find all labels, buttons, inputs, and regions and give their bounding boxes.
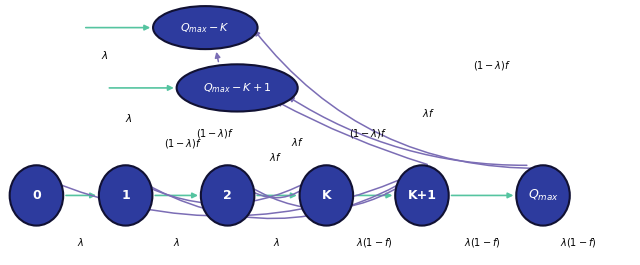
Ellipse shape bbox=[516, 165, 570, 226]
Text: $Q_{max}$: $Q_{max}$ bbox=[527, 188, 559, 203]
Ellipse shape bbox=[10, 165, 63, 226]
Ellipse shape bbox=[201, 165, 254, 226]
Ellipse shape bbox=[99, 165, 152, 226]
Text: 1: 1 bbox=[121, 189, 130, 202]
Text: K+1: K+1 bbox=[408, 189, 436, 202]
Text: $\lambda$: $\lambda$ bbox=[173, 236, 180, 248]
Text: $\lambda(1-f)$: $\lambda(1-f)$ bbox=[356, 236, 392, 249]
Text: $\lambda(1-f)$: $\lambda(1-f)$ bbox=[560, 236, 596, 249]
Text: 0: 0 bbox=[32, 189, 41, 202]
Ellipse shape bbox=[395, 165, 449, 226]
Text: $\lambda$: $\lambda$ bbox=[102, 48, 109, 61]
Text: $\lambda f$: $\lambda f$ bbox=[269, 151, 282, 163]
Ellipse shape bbox=[177, 64, 298, 112]
Text: $Q_{max}-K$: $Q_{max}-K$ bbox=[180, 21, 230, 34]
Text: $\lambda f$: $\lambda f$ bbox=[422, 107, 435, 120]
Text: $\lambda$: $\lambda$ bbox=[125, 112, 132, 123]
Text: $Q_{max}-K+1$: $Q_{max}-K+1$ bbox=[203, 81, 271, 95]
Text: $(1-\lambda)f$: $(1-\lambda)f$ bbox=[349, 127, 387, 140]
Text: 2: 2 bbox=[223, 189, 232, 202]
Text: $(1-\lambda)f$: $(1-\lambda)f$ bbox=[164, 136, 202, 149]
Text: $\lambda$: $\lambda$ bbox=[77, 236, 84, 248]
Text: $(1-\lambda)f$: $(1-\lambda)f$ bbox=[196, 127, 234, 140]
Text: $\lambda(1-f)$: $\lambda(1-f)$ bbox=[464, 236, 500, 249]
Text: $(1-\lambda)f$: $(1-\lambda)f$ bbox=[473, 59, 511, 72]
Text: $\lambda f$: $\lambda f$ bbox=[291, 136, 304, 148]
Text: K: K bbox=[321, 189, 331, 202]
Text: $\lambda$: $\lambda$ bbox=[273, 236, 280, 248]
Ellipse shape bbox=[153, 6, 257, 49]
Ellipse shape bbox=[300, 165, 353, 226]
